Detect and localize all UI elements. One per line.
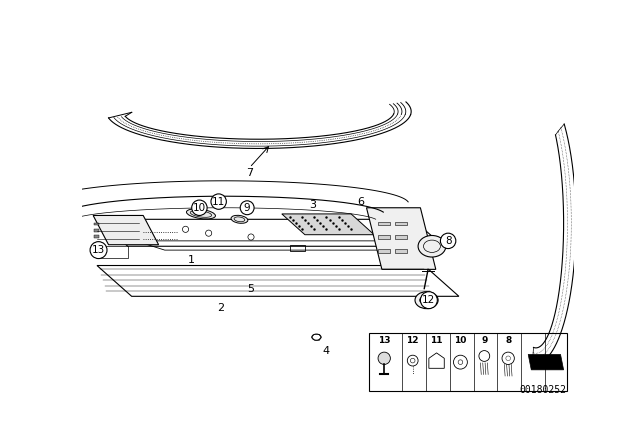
Ellipse shape [415, 292, 438, 309]
Circle shape [211, 194, 227, 209]
Circle shape [192, 200, 207, 215]
Bar [289, 245, 305, 251]
Text: 4: 4 [323, 346, 330, 356]
Text: 10: 10 [193, 203, 206, 213]
Circle shape [440, 233, 456, 249]
Text: 7: 7 [246, 168, 253, 178]
Text: 2: 2 [216, 303, 224, 313]
Bar [395, 250, 407, 253]
Circle shape [420, 292, 437, 309]
Text: 10: 10 [454, 336, 467, 345]
Text: 8: 8 [445, 236, 451, 246]
Polygon shape [367, 208, 436, 269]
Polygon shape [528, 354, 564, 370]
Circle shape [240, 201, 254, 215]
Text: 8: 8 [505, 336, 511, 345]
Text: 13: 13 [378, 336, 390, 345]
Bar [395, 236, 407, 239]
Text: 6: 6 [357, 197, 364, 207]
Text: 12: 12 [406, 336, 419, 345]
Text: 11: 11 [212, 197, 225, 207]
Text: 00180252: 00180252 [520, 385, 566, 395]
Bar [94, 229, 99, 232]
Text: 3: 3 [309, 200, 316, 210]
Text: 11: 11 [430, 336, 443, 345]
Text: 5: 5 [248, 284, 255, 293]
Bar [94, 223, 99, 225]
Text: 12: 12 [422, 295, 435, 305]
Bar [378, 250, 390, 253]
Polygon shape [282, 214, 374, 235]
Ellipse shape [231, 215, 248, 223]
Polygon shape [93, 215, 159, 245]
Bar [395, 222, 407, 225]
Circle shape [90, 241, 107, 258]
Text: 13: 13 [92, 245, 105, 255]
Text: 9: 9 [244, 203, 250, 213]
Bar [378, 222, 390, 225]
Bar [369, 333, 566, 391]
Text: 1: 1 [188, 255, 195, 265]
Bar [378, 236, 390, 239]
Ellipse shape [186, 209, 216, 219]
Text: 9: 9 [481, 336, 488, 345]
Ellipse shape [418, 236, 446, 257]
Bar [94, 236, 99, 238]
Circle shape [378, 352, 390, 365]
